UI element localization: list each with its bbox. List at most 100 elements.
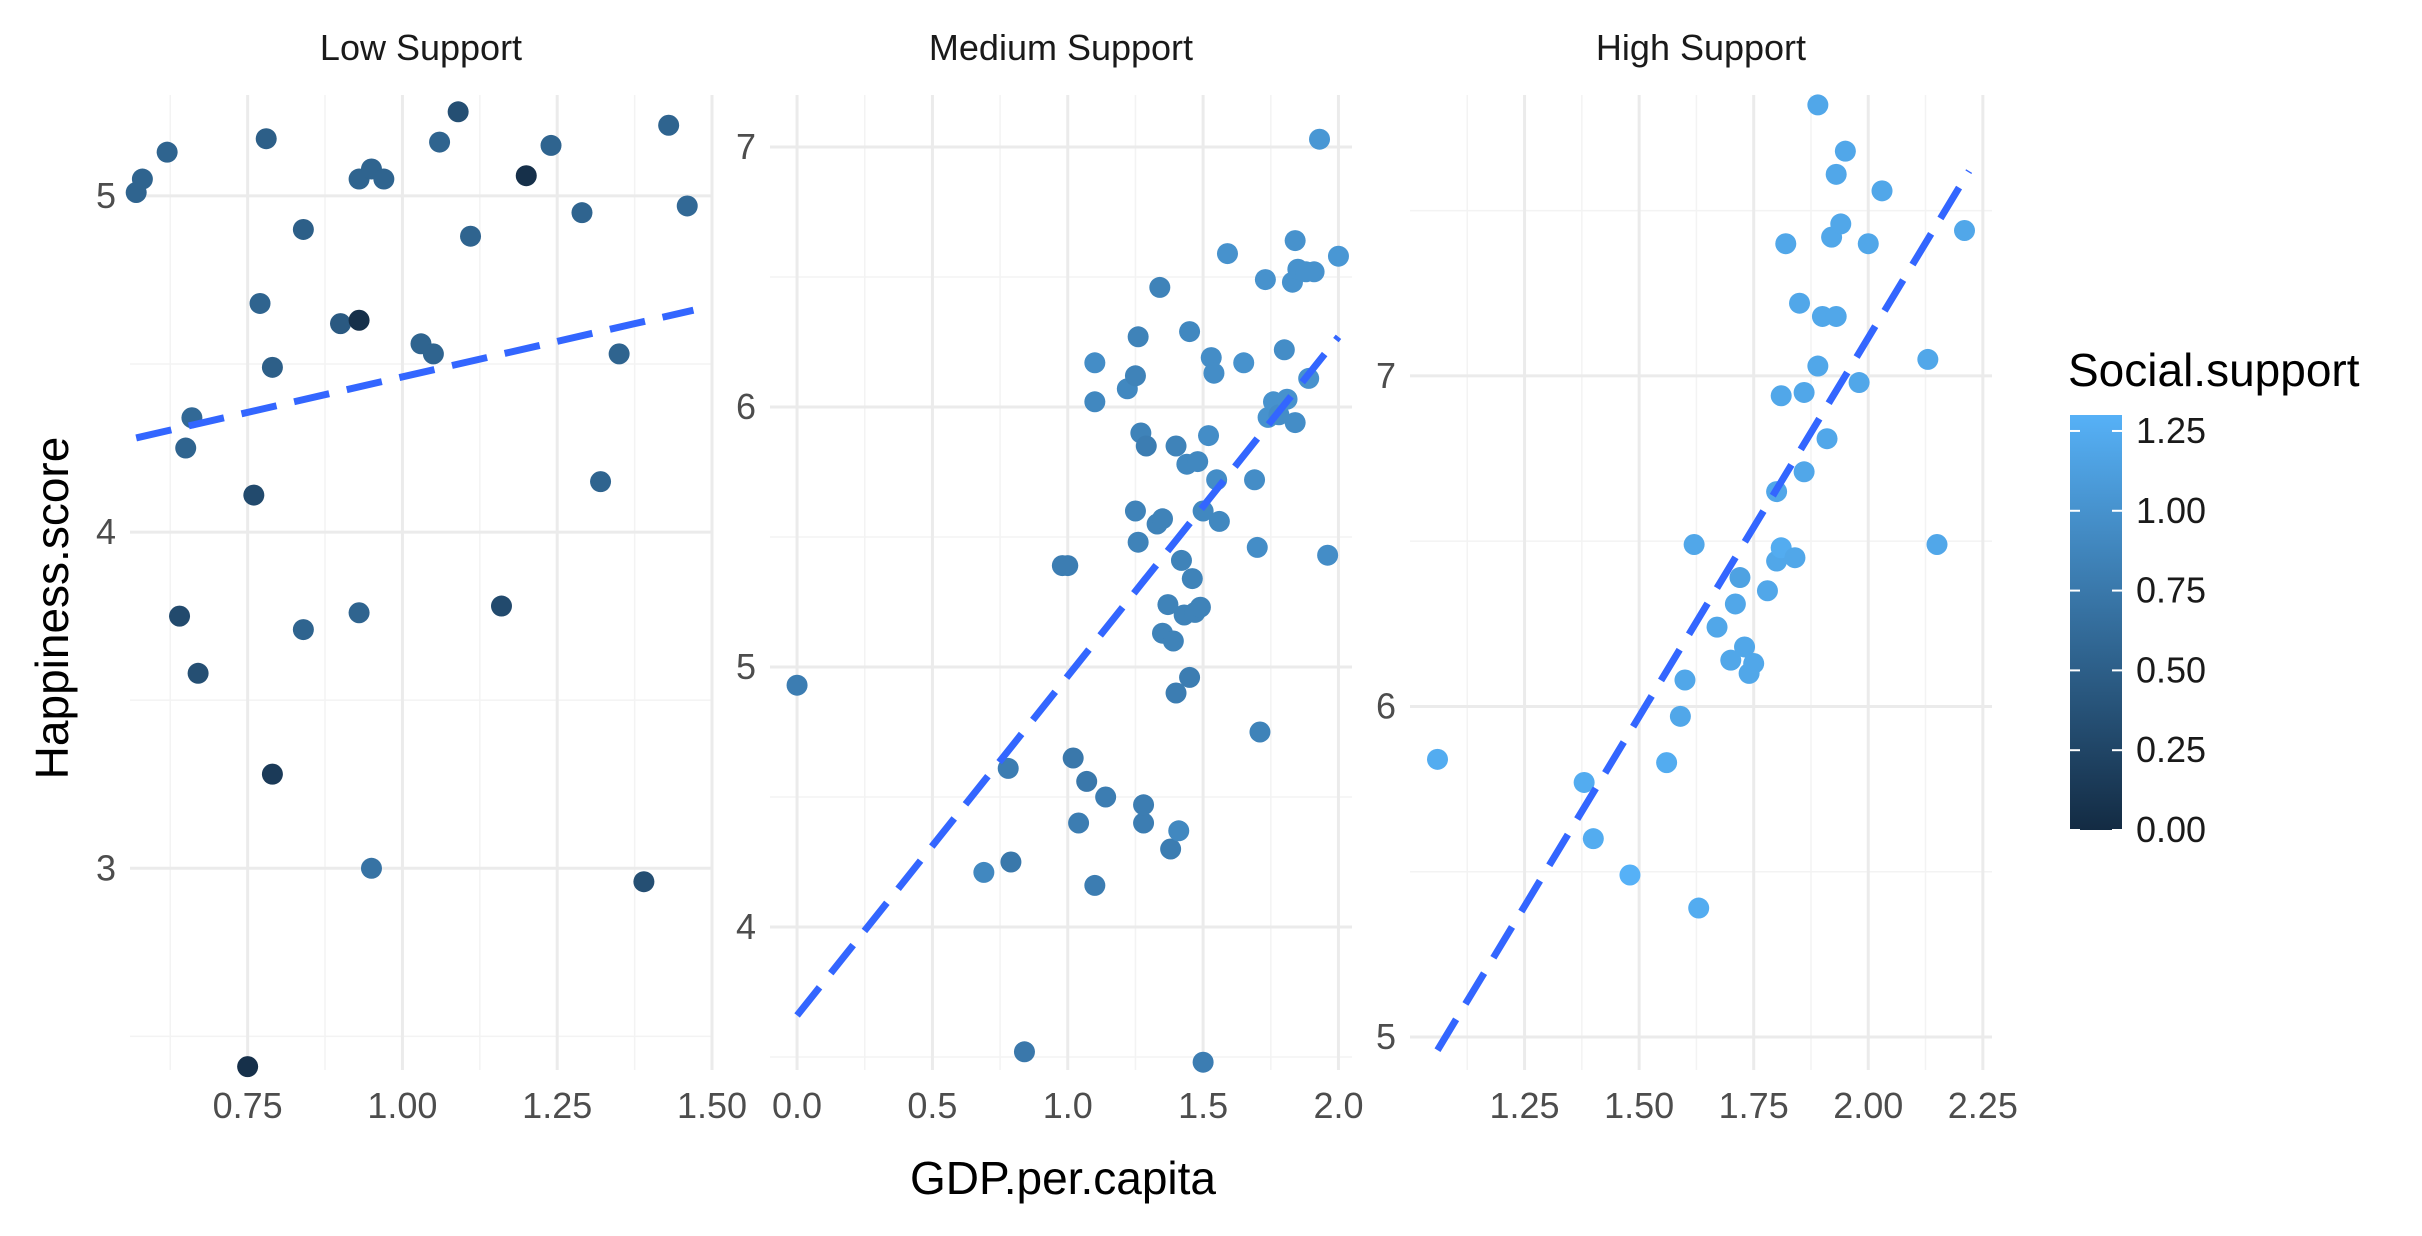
data-point bbox=[1246, 536, 1268, 558]
data-point bbox=[1426, 748, 1448, 770]
data-point bbox=[1000, 851, 1022, 873]
facet-title: Low Support bbox=[320, 27, 522, 68]
facet-panel: 0.75 1.00 1.25 1.50 3 4 5 Low Support bbox=[96, 27, 747, 1126]
data-point bbox=[1127, 531, 1149, 553]
trend-line bbox=[1434, 169, 1973, 1052]
data-point bbox=[175, 437, 197, 459]
data-point bbox=[1254, 269, 1276, 291]
data-point bbox=[255, 128, 277, 150]
data-point bbox=[1954, 220, 1976, 242]
data-point bbox=[515, 165, 537, 187]
data-point bbox=[997, 757, 1019, 779]
data-point bbox=[1203, 362, 1225, 384]
x-tick-label: 0.5 bbox=[907, 1085, 957, 1126]
data-point bbox=[1816, 428, 1838, 450]
data-point bbox=[1729, 567, 1751, 589]
data-point bbox=[292, 218, 314, 240]
y-tick-label: 4 bbox=[736, 906, 756, 947]
x-tick-label: 0.0 bbox=[772, 1085, 822, 1126]
data-point bbox=[249, 292, 271, 314]
data-point bbox=[1857, 233, 1879, 255]
data-point bbox=[261, 356, 283, 378]
data-point bbox=[1284, 412, 1306, 434]
data-point bbox=[1674, 669, 1696, 691]
data-point bbox=[1784, 547, 1806, 569]
data-point bbox=[1303, 261, 1325, 283]
data-point bbox=[1127, 326, 1149, 348]
x-tick-label: 1.50 bbox=[1604, 1085, 1674, 1126]
data-point bbox=[1160, 838, 1182, 860]
y-tick-label: 4 bbox=[96, 511, 116, 552]
data-point bbox=[1181, 568, 1203, 590]
data-point bbox=[1775, 233, 1797, 255]
data-point bbox=[1165, 435, 1187, 457]
data-point bbox=[1825, 305, 1847, 327]
data-point bbox=[1724, 593, 1746, 615]
data-point bbox=[1720, 649, 1742, 671]
data-point bbox=[1187, 451, 1209, 473]
data-point bbox=[1871, 180, 1893, 202]
x-tick-label: 0.75 bbox=[213, 1085, 283, 1126]
data-point bbox=[1133, 794, 1155, 816]
data-point bbox=[1149, 276, 1171, 298]
data-point bbox=[1244, 469, 1266, 491]
data-point bbox=[1179, 321, 1201, 343]
data-point bbox=[571, 202, 593, 224]
data-point bbox=[658, 114, 680, 136]
trend-line bbox=[135, 306, 695, 442]
data-point bbox=[1284, 230, 1306, 252]
x-axis-title: GDP.per.capita bbox=[910, 1152, 1216, 1204]
data-point bbox=[1124, 500, 1146, 522]
x-tick-label: 1.0 bbox=[1043, 1085, 1093, 1126]
data-point bbox=[292, 619, 314, 641]
data-point bbox=[1789, 292, 1811, 314]
data-point bbox=[1133, 812, 1155, 834]
data-point bbox=[676, 195, 698, 217]
data-point bbox=[1309, 128, 1331, 150]
data-point bbox=[1200, 347, 1222, 369]
color-legend: Social.support 1.25 1.00 0.75 0.50 0.25 0.00 bbox=[2068, 344, 2360, 850]
facet-panel: 0.0 0.5 1.0 1.5 2.0 4 5 6 7 Medium Support bbox=[736, 27, 1364, 1126]
data-point bbox=[1917, 348, 1939, 370]
data-point bbox=[1619, 864, 1641, 886]
facet-panel: 1.25 1.50 1.75 2.00 2.25 5 6 7 High Support bbox=[1376, 27, 2018, 1126]
data-point bbox=[1076, 770, 1098, 792]
data-point bbox=[590, 471, 612, 493]
data-point bbox=[1168, 820, 1190, 842]
x-tick-label: 1.00 bbox=[367, 1085, 437, 1126]
data-point bbox=[1068, 812, 1090, 834]
x-tick-label: 1.50 bbox=[677, 1085, 747, 1126]
data-point bbox=[1848, 372, 1870, 394]
data-point bbox=[1249, 721, 1271, 743]
data-point bbox=[490, 595, 512, 617]
data-point bbox=[1683, 533, 1705, 555]
data-point bbox=[1062, 747, 1084, 769]
data-point bbox=[1317, 544, 1339, 566]
data-point bbox=[1084, 874, 1106, 896]
data-point bbox=[1198, 425, 1220, 447]
data-point bbox=[187, 662, 209, 684]
data-point bbox=[429, 131, 451, 153]
facet-title: Medium Support bbox=[929, 27, 1193, 68]
data-point bbox=[1669, 705, 1691, 727]
data-point bbox=[1926, 533, 1948, 555]
data-point bbox=[1216, 243, 1238, 265]
legend-label: 1.00 bbox=[2136, 490, 2206, 531]
legend-label: 0.25 bbox=[2136, 729, 2206, 770]
data-point bbox=[360, 857, 382, 879]
data-point bbox=[1807, 94, 1829, 116]
data-point bbox=[1152, 508, 1174, 530]
x-tick-label: 1.25 bbox=[1490, 1085, 1560, 1126]
data-point bbox=[608, 343, 630, 365]
x-tick-label: 2.00 bbox=[1833, 1085, 1903, 1126]
data-point bbox=[447, 101, 469, 123]
data-point bbox=[1793, 381, 1815, 403]
y-tick-label: 6 bbox=[1376, 685, 1396, 726]
data-point bbox=[348, 309, 370, 331]
data-point bbox=[1688, 897, 1710, 919]
data-point bbox=[460, 225, 482, 247]
data-point bbox=[373, 168, 395, 190]
data-point bbox=[169, 605, 191, 627]
data-point bbox=[1208, 510, 1230, 532]
